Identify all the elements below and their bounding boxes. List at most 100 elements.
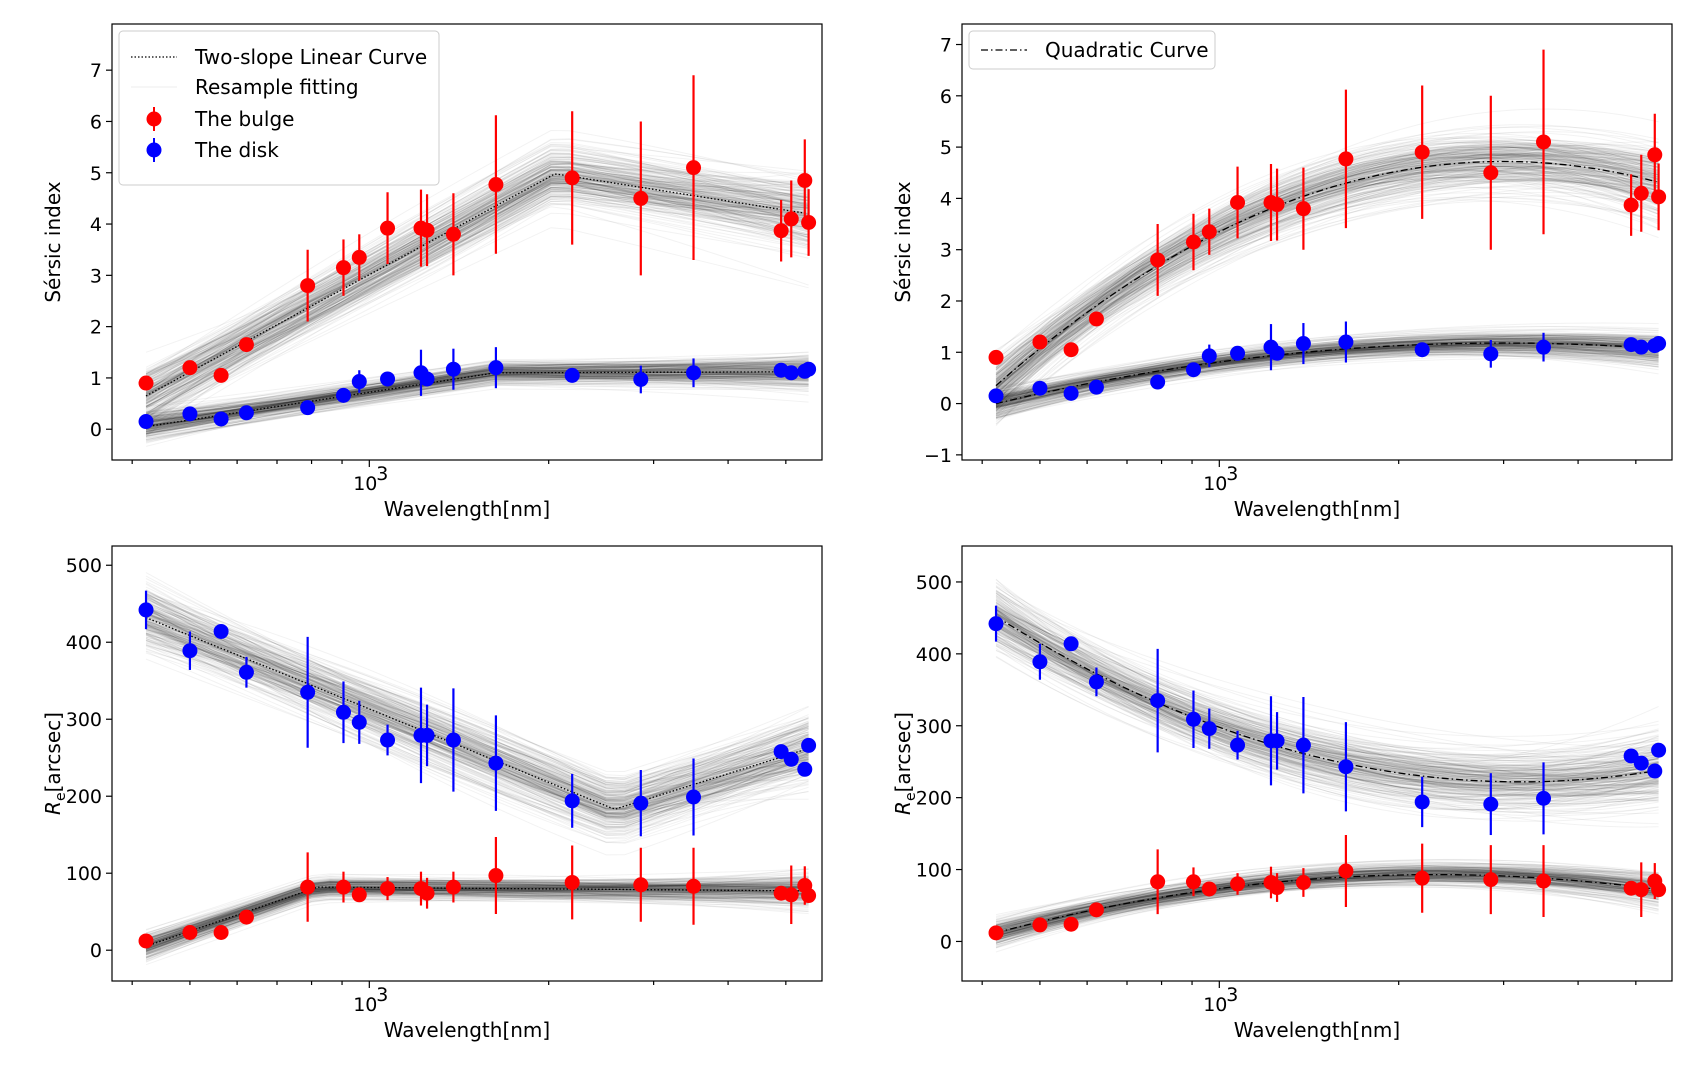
resample-line (995, 872, 1659, 939)
resample-line (995, 609, 1659, 772)
resample-line (995, 869, 1659, 934)
resample-line (145, 596, 809, 796)
resample-line (995, 871, 1659, 934)
data-point (1414, 870, 1430, 886)
resample-line (145, 158, 809, 399)
resample-line (145, 167, 809, 374)
resample-line (145, 360, 809, 422)
resample-line (145, 607, 809, 832)
resample-line (995, 614, 1659, 780)
resample-line (995, 649, 1659, 772)
resample-line (995, 338, 1659, 403)
resample-line (145, 182, 809, 436)
resample-line (995, 610, 1659, 810)
resample-line (995, 153, 1659, 390)
data-point (633, 877, 649, 893)
resample-line (995, 338, 1659, 402)
resample-line (145, 635, 809, 813)
resample-line (145, 162, 809, 422)
resample-line (995, 175, 1659, 364)
resample-line (145, 592, 809, 797)
resample-line (145, 618, 809, 785)
resample-line (995, 162, 1659, 404)
resample-line (995, 865, 1659, 916)
resample-line (145, 629, 809, 793)
resample-line (145, 183, 809, 403)
resample-line (995, 879, 1659, 939)
resample-line (145, 886, 809, 961)
resample-line (995, 622, 1659, 789)
resample-line (995, 171, 1659, 390)
data-point (138, 602, 154, 618)
resample-line (995, 338, 1659, 404)
resample-line (995, 351, 1659, 417)
resample-line (145, 886, 809, 943)
resample-line (995, 870, 1659, 935)
resample-line (145, 609, 809, 794)
resample-line (995, 176, 1659, 382)
resample-line (995, 335, 1659, 409)
resample-line (145, 868, 809, 941)
resample-line (995, 165, 1659, 369)
resample-line (145, 644, 809, 810)
resample-line (995, 339, 1659, 409)
resample-line (145, 156, 809, 395)
resample-line (145, 624, 809, 812)
data-point (686, 789, 702, 805)
resample-line (995, 200, 1659, 393)
resample-line (145, 606, 809, 824)
data-point (801, 215, 817, 231)
y-tick-label: 100 (916, 860, 952, 882)
resample-line (145, 183, 809, 414)
resample-line (995, 867, 1659, 937)
resample-line (145, 360, 809, 416)
resample-line (995, 866, 1659, 935)
data-point (1414, 794, 1430, 810)
data-point (351, 374, 367, 390)
resample-line (995, 589, 1659, 780)
resample-line (995, 625, 1659, 774)
resample-line (995, 866, 1659, 937)
resample-line (995, 176, 1659, 406)
resample-line (145, 620, 809, 809)
resample-line (995, 334, 1659, 419)
resample-line (995, 626, 1659, 786)
resample-line (995, 125, 1659, 397)
resample-line (145, 179, 809, 385)
x-tick-exponent: 3 (376, 463, 388, 485)
resample-line (995, 337, 1659, 404)
resample-line (145, 376, 809, 429)
resample-line (145, 190, 809, 416)
resample-line (995, 176, 1659, 365)
resample-line (145, 169, 809, 395)
resample-line (145, 886, 809, 946)
resample-line (995, 613, 1659, 786)
resample-line (145, 593, 809, 808)
resample-line (995, 157, 1659, 377)
resample-line (145, 633, 809, 804)
y-tick-label: 6 (90, 111, 102, 133)
resample-line (145, 173, 809, 379)
resample-line (145, 363, 809, 431)
resample-line (995, 156, 1659, 389)
resample-line (995, 162, 1659, 369)
resample-line (145, 607, 809, 781)
resample-line (995, 596, 1659, 779)
resample-line (995, 352, 1659, 406)
resample-line (145, 614, 809, 798)
resample-line (995, 627, 1659, 791)
resample-line (145, 593, 809, 786)
resample-line (145, 629, 809, 802)
resample-line (995, 870, 1659, 927)
resample-line (995, 155, 1659, 382)
resample-line (145, 625, 809, 805)
resample-line (995, 631, 1659, 758)
resample-line (995, 626, 1659, 795)
resample-line (995, 336, 1659, 414)
resample-line (995, 606, 1659, 774)
resample-line (995, 612, 1659, 772)
resample-line (145, 872, 809, 951)
resample-line (145, 355, 809, 441)
resample-line (995, 163, 1659, 361)
